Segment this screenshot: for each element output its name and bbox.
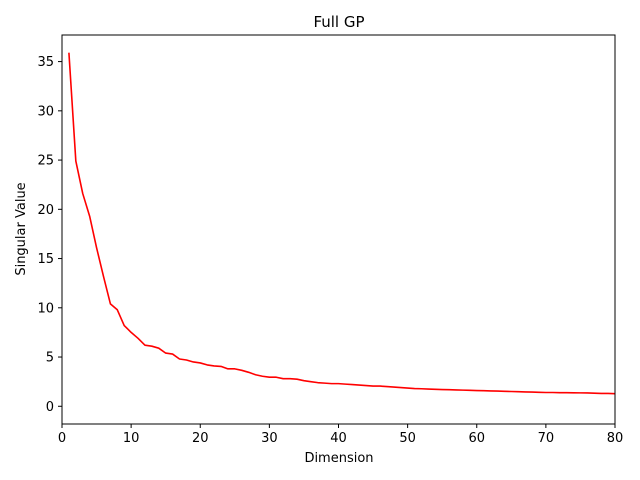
series-line-0: [68, 52, 616, 395]
axes-frame: [61, 34, 616, 425]
x-tick-label: 30: [261, 431, 278, 446]
x-tick-label: 50: [399, 431, 416, 446]
x-tick-label: 70: [538, 431, 555, 446]
chart-title: Full GP: [313, 13, 364, 31]
y-tick-label: 5: [46, 351, 54, 366]
x-tick-label: 20: [192, 431, 209, 446]
y-tick-label: 10: [37, 301, 54, 316]
y-axis-label: Singular Value: [14, 182, 29, 275]
y-tick-label: 20: [37, 203, 54, 218]
y-tick-label: 30: [37, 104, 54, 119]
y-tick-label: 35: [37, 55, 54, 70]
x-axis: 0 10 20 30 40 50 60 70 80: [58, 424, 623, 446]
y-axis: 0 5 10 15 20 25 30 35: [37, 55, 62, 415]
x-tick-label: 60: [468, 431, 485, 446]
x-tick-label: 10: [123, 431, 140, 446]
plot-area: [61, 34, 616, 425]
x-tick-label: 0: [58, 431, 66, 446]
y-tick-label: 25: [37, 154, 54, 169]
y-tick-label: 15: [37, 252, 54, 267]
x-tick-label: 40: [330, 431, 347, 446]
x-tick-label: 80: [607, 431, 624, 446]
y-tick-label: 0: [46, 400, 54, 415]
x-axis-label: Dimension: [304, 451, 373, 466]
